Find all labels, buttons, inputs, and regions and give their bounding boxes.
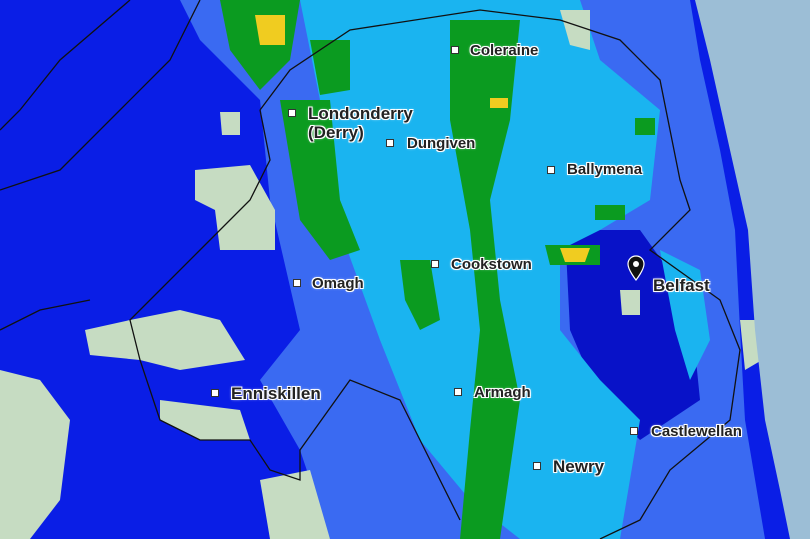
town-marker-dungiven[interactable]: [386, 139, 394, 147]
border-lines: [0, 0, 741, 539]
town-marker-castlewellan[interactable]: [630, 427, 638, 435]
place-label-newry[interactable]: Newry: [553, 457, 605, 476]
place-label-coleraine[interactable]: Coleraine: [470, 42, 539, 59]
radar-yellow-areas: [255, 15, 590, 262]
sea-area: [695, 0, 810, 539]
place-label-enniskillen[interactable]: Enniskillen: [231, 384, 321, 403]
radar-light-area-east: [660, 250, 710, 380]
town-marker-armagh[interactable]: [454, 388, 462, 396]
town-marker-cookstown[interactable]: [431, 260, 439, 268]
place-label-cookstown[interactable]: Cookstown: [451, 256, 532, 273]
place-label-belfast[interactable]: Belfast: [653, 276, 710, 295]
town-marker-coleraine[interactable]: [451, 46, 459, 54]
place-label-londonderry[interactable]: Londonderry: [308, 104, 413, 123]
place-label-derry[interactable]: (Derry): [308, 123, 364, 142]
place-label-dungiven[interactable]: Dungiven: [407, 135, 476, 152]
place-label-armagh[interactable]: Armagh: [474, 384, 531, 401]
town-marker-ballymena[interactable]: [547, 166, 555, 174]
town-marker-newry[interactable]: [533, 462, 541, 470]
place-label-omagh[interactable]: Omagh: [312, 275, 364, 292]
map-pin-icon[interactable]: [627, 255, 645, 281]
town-marker-enniskillen[interactable]: [211, 389, 219, 397]
place-label-castlewellan[interactable]: Castlewellan: [651, 423, 742, 440]
place-label-ballymena[interactable]: Ballymena: [567, 161, 643, 178]
town-marker-londonderry[interactable]: [288, 109, 296, 117]
town-marker-omagh[interactable]: [293, 279, 301, 287]
